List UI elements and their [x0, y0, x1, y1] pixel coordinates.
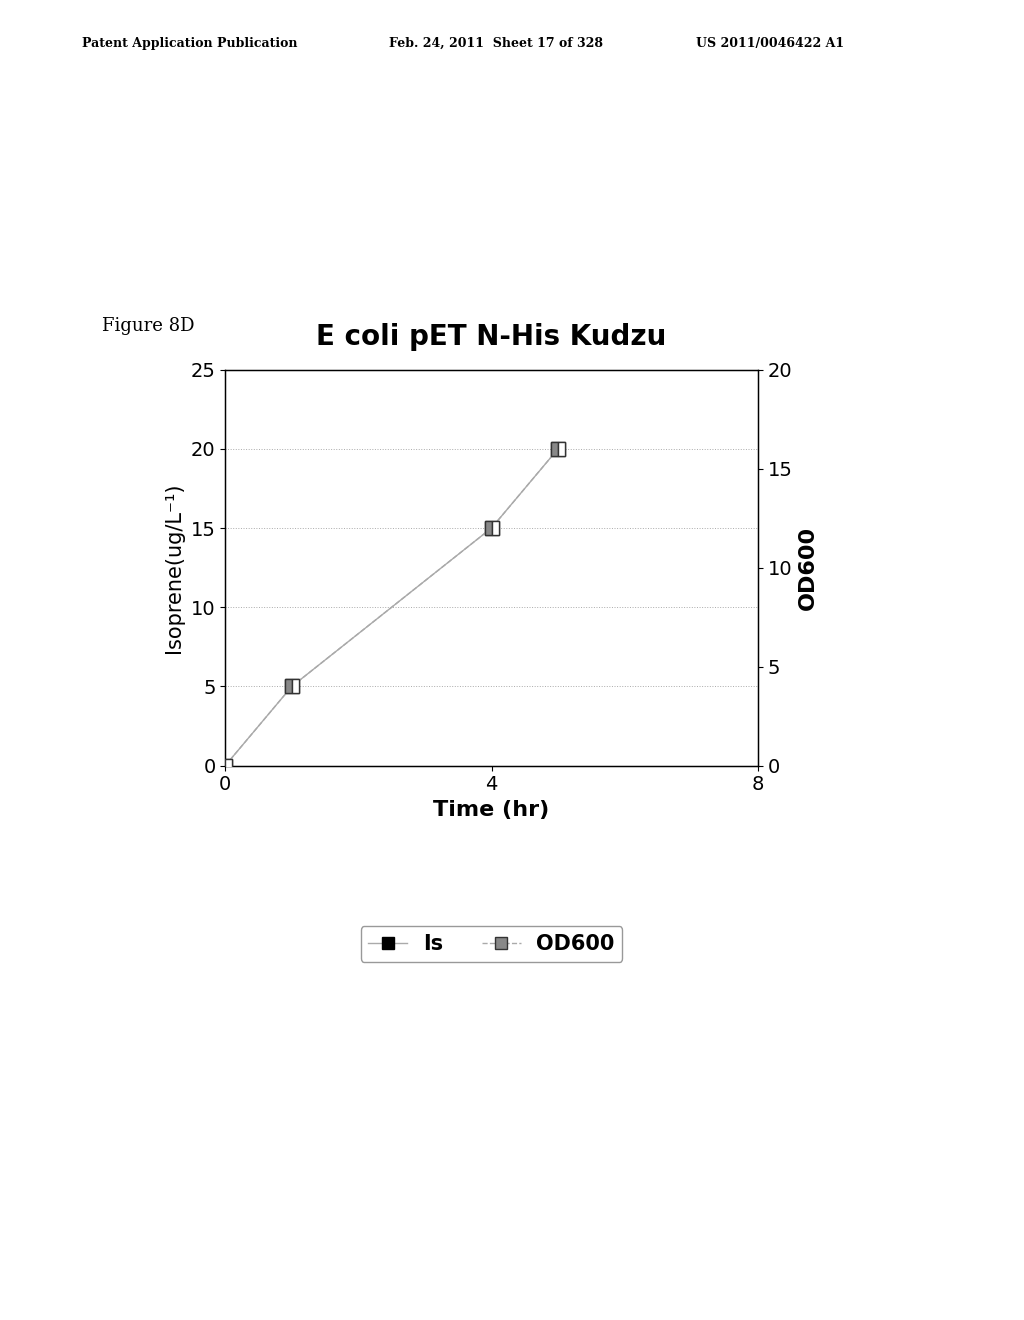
Text: US 2011/0046422 A1: US 2011/0046422 A1	[696, 37, 845, 50]
OD600	[286, 678, 298, 694]
Text: Patent Application Publication: Patent Application Publication	[82, 37, 297, 50]
X-axis label: Time (hr): Time (hr)	[433, 800, 550, 820]
Y-axis label: Isoprene(ug/L⁻¹): Isoprene(ug/L⁻¹)	[164, 482, 183, 653]
Is	[552, 441, 564, 457]
Line: OD600: OD600	[218, 442, 565, 772]
Is	[485, 520, 498, 536]
Title: E coli pET N-His Kudzu: E coli pET N-His Kudzu	[316, 322, 667, 351]
OD600	[552, 441, 564, 457]
Line: Is: Is	[218, 442, 565, 772]
Legend: Is, OD600: Is, OD600	[360, 927, 623, 962]
OD600	[219, 758, 231, 774]
Is	[219, 758, 231, 774]
Is	[286, 678, 298, 694]
OD600	[485, 520, 498, 536]
Text: Figure 8D: Figure 8D	[102, 317, 195, 335]
Text: Feb. 24, 2011  Sheet 17 of 328: Feb. 24, 2011 Sheet 17 of 328	[389, 37, 603, 50]
Y-axis label: OD600: OD600	[798, 525, 818, 610]
